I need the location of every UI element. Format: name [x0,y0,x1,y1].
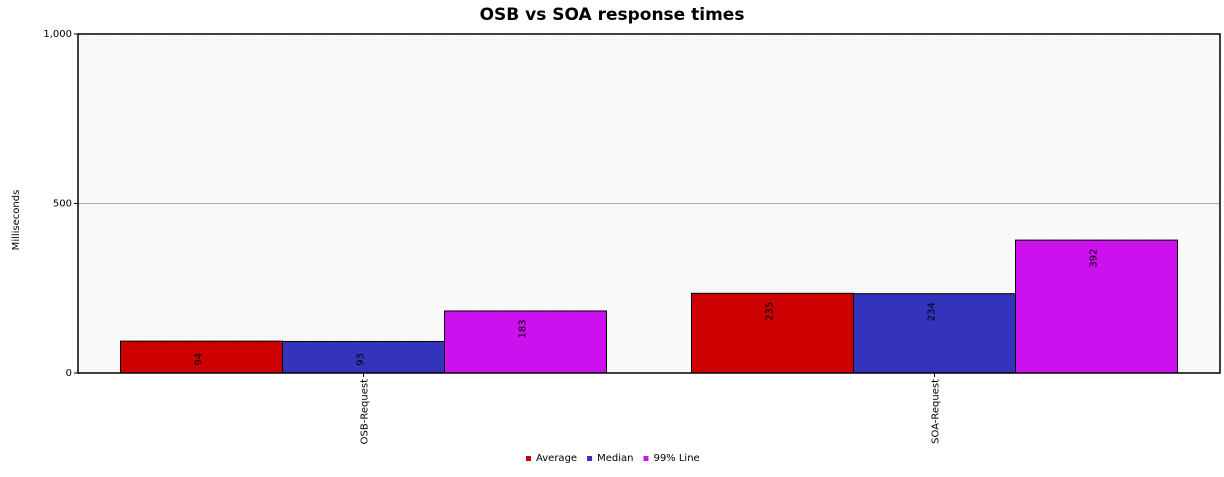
data-label: 235 [765,302,776,321]
x-tick-label: SOA-Request [931,379,942,444]
data-label: 392 [1089,249,1100,268]
y-axis-ticks: 0 500 1,000 [43,29,78,379]
data-label: 234 [927,302,938,321]
chart-title: OSB vs SOA response times [480,5,745,25]
legend-label: Average [536,453,577,464]
y-axis-label: Milliseconds [11,190,22,251]
legend-label: 99% Line [653,453,699,464]
legend-swatch [587,456,593,461]
bars-group: 94 93 183 235 234 392 [120,239,1178,374]
bar [282,340,445,374]
data-label: 93 [356,353,367,366]
bar [691,292,854,374]
y-tick-label: 0 [66,368,72,379]
x-axis-ticks: OSB-Request SOA-Request [360,373,942,444]
y-tick-label: 1,000 [43,29,72,40]
legend: Average Median 99% Line [526,453,700,464]
x-tick-label: OSB-Request [360,379,371,444]
bar [1015,239,1178,374]
legend-label: Median [597,453,633,464]
legend-swatch [526,456,531,461]
bar [853,293,1016,374]
data-label: 183 [518,319,529,338]
legend-swatch [643,456,649,461]
bar [120,340,283,374]
y-tick-label: 500 [53,199,72,210]
data-label: 94 [194,353,205,366]
